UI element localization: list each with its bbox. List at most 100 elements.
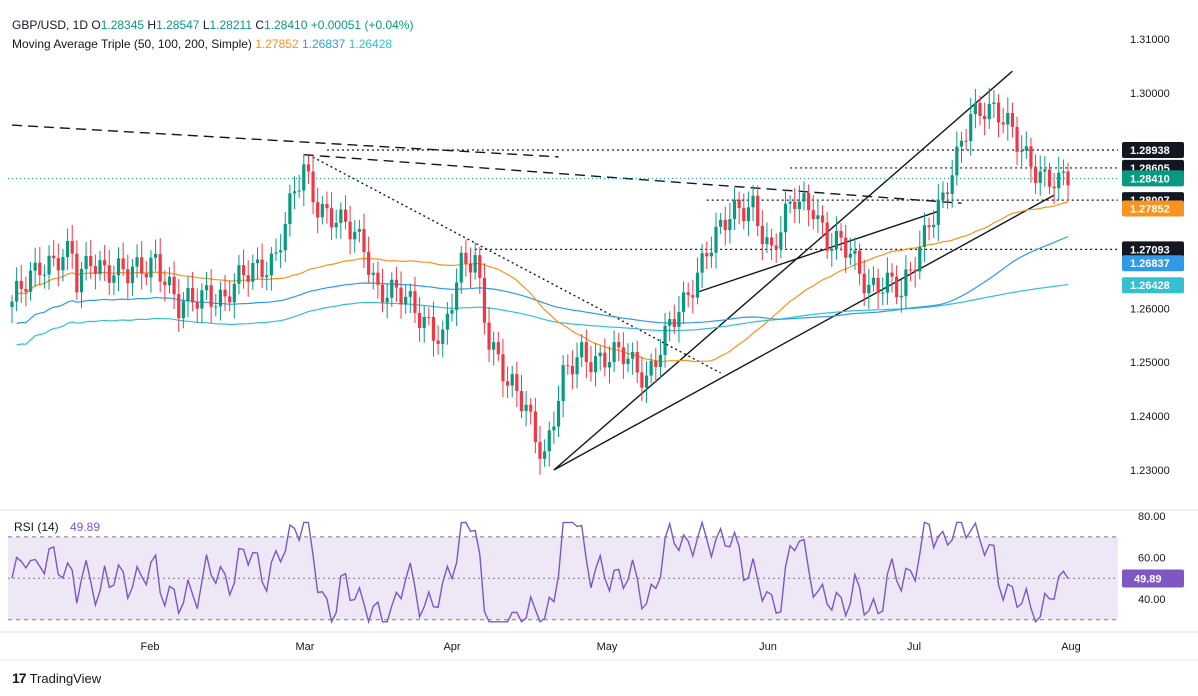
candle[interactable] [79, 261, 84, 309]
descending-trendline-dotted[interactable] [308, 154, 721, 374]
candle[interactable] [635, 340, 639, 384]
candle[interactable] [927, 217, 931, 241]
candle[interactable] [297, 174, 301, 198]
candle[interactable] [556, 385, 561, 438]
candle[interactable] [367, 236, 371, 284]
candle[interactable] [38, 247, 42, 286]
candle[interactable] [904, 255, 908, 309]
candle[interactable] [686, 282, 690, 308]
candle[interactable] [950, 159, 954, 208]
candle[interactable] [834, 216, 839, 260]
candle[interactable] [75, 240, 79, 300]
candle[interactable] [658, 338, 663, 379]
candle[interactable] [385, 283, 389, 319]
candle[interactable] [478, 246, 482, 294]
candle[interactable] [575, 342, 579, 389]
candle[interactable] [1043, 155, 1047, 187]
candle[interactable] [209, 269, 213, 323]
candle[interactable] [983, 102, 987, 136]
candle[interactable] [357, 219, 361, 243]
candle[interactable] [668, 311, 672, 342]
candle[interactable] [241, 249, 246, 289]
candle[interactable] [719, 212, 723, 235]
candle[interactable] [232, 273, 236, 319]
candle[interactable] [413, 276, 417, 323]
candle[interactable] [15, 267, 19, 312]
candle[interactable] [737, 191, 741, 225]
candle[interactable] [644, 361, 649, 403]
candle[interactable] [566, 354, 570, 375]
candle[interactable] [760, 210, 764, 261]
candle[interactable] [283, 211, 287, 263]
candle[interactable] [1038, 155, 1042, 196]
candle[interactable] [65, 228, 70, 271]
candle[interactable] [302, 154, 306, 207]
candle[interactable] [70, 224, 74, 269]
candle[interactable] [663, 312, 667, 368]
candle[interactable] [705, 241, 709, 269]
candle[interactable] [1001, 107, 1005, 134]
candle[interactable] [709, 236, 713, 268]
candle[interactable] [292, 176, 297, 209]
candle[interactable] [820, 205, 825, 238]
candle[interactable] [158, 238, 162, 293]
ma50-line[interactable] [16, 201, 1069, 363]
candle[interactable] [621, 332, 625, 379]
candle[interactable] [103, 245, 107, 281]
candle[interactable] [751, 185, 755, 221]
candle[interactable] [112, 265, 116, 295]
candle[interactable] [1047, 162, 1052, 194]
candle[interactable] [311, 155, 315, 215]
candle[interactable] [853, 237, 857, 270]
candle[interactable] [1066, 162, 1070, 201]
candle[interactable] [987, 87, 991, 129]
candle[interactable] [714, 212, 718, 269]
candle[interactable] [774, 233, 778, 263]
candle[interactable] [691, 279, 695, 314]
candle[interactable] [649, 353, 653, 384]
candle[interactable] [126, 254, 130, 299]
candle[interactable] [455, 268, 459, 326]
candle[interactable] [306, 153, 311, 184]
candle[interactable] [492, 331, 496, 366]
candle[interactable] [1052, 172, 1056, 205]
candle[interactable] [1006, 97, 1010, 141]
candle[interactable] [593, 342, 598, 387]
candle[interactable] [399, 271, 403, 319]
candle[interactable] [61, 248, 65, 282]
candle[interactable] [84, 241, 88, 281]
candle[interactable] [42, 264, 47, 289]
candle[interactable] [167, 267, 172, 294]
candle[interactable] [524, 391, 528, 427]
descending-trendline-long[interactable] [11, 124, 559, 158]
candle[interactable] [107, 249, 111, 295]
candle[interactable] [450, 293, 454, 322]
candle[interactable] [959, 131, 964, 163]
candle[interactable] [723, 206, 727, 246]
candle[interactable] [598, 345, 602, 371]
candle[interactable] [163, 270, 167, 302]
candle[interactable] [1061, 159, 1065, 186]
candle[interactable] [1020, 135, 1024, 167]
candle[interactable] [348, 205, 352, 255]
candle[interactable] [228, 280, 232, 312]
candle[interactable] [881, 277, 885, 306]
candle[interactable] [1029, 137, 1033, 183]
candle[interactable] [93, 254, 97, 290]
candle[interactable] [700, 244, 704, 289]
candle[interactable] [612, 330, 616, 373]
candle[interactable] [269, 247, 273, 291]
candle[interactable] [251, 254, 255, 290]
candle[interactable] [695, 257, 700, 305]
rsi-panel[interactable] [8, 519, 1118, 625]
candle[interactable] [362, 213, 366, 269]
ascending-trendline-steep[interactable] [553, 70, 1013, 471]
candle[interactable] [353, 220, 357, 253]
candle[interactable] [427, 307, 431, 326]
ascending-trendline-short[interactable] [697, 210, 939, 293]
candle[interactable] [816, 199, 820, 233]
candle[interactable] [793, 187, 797, 224]
candle[interactable] [885, 257, 889, 305]
candle[interactable] [677, 296, 681, 343]
